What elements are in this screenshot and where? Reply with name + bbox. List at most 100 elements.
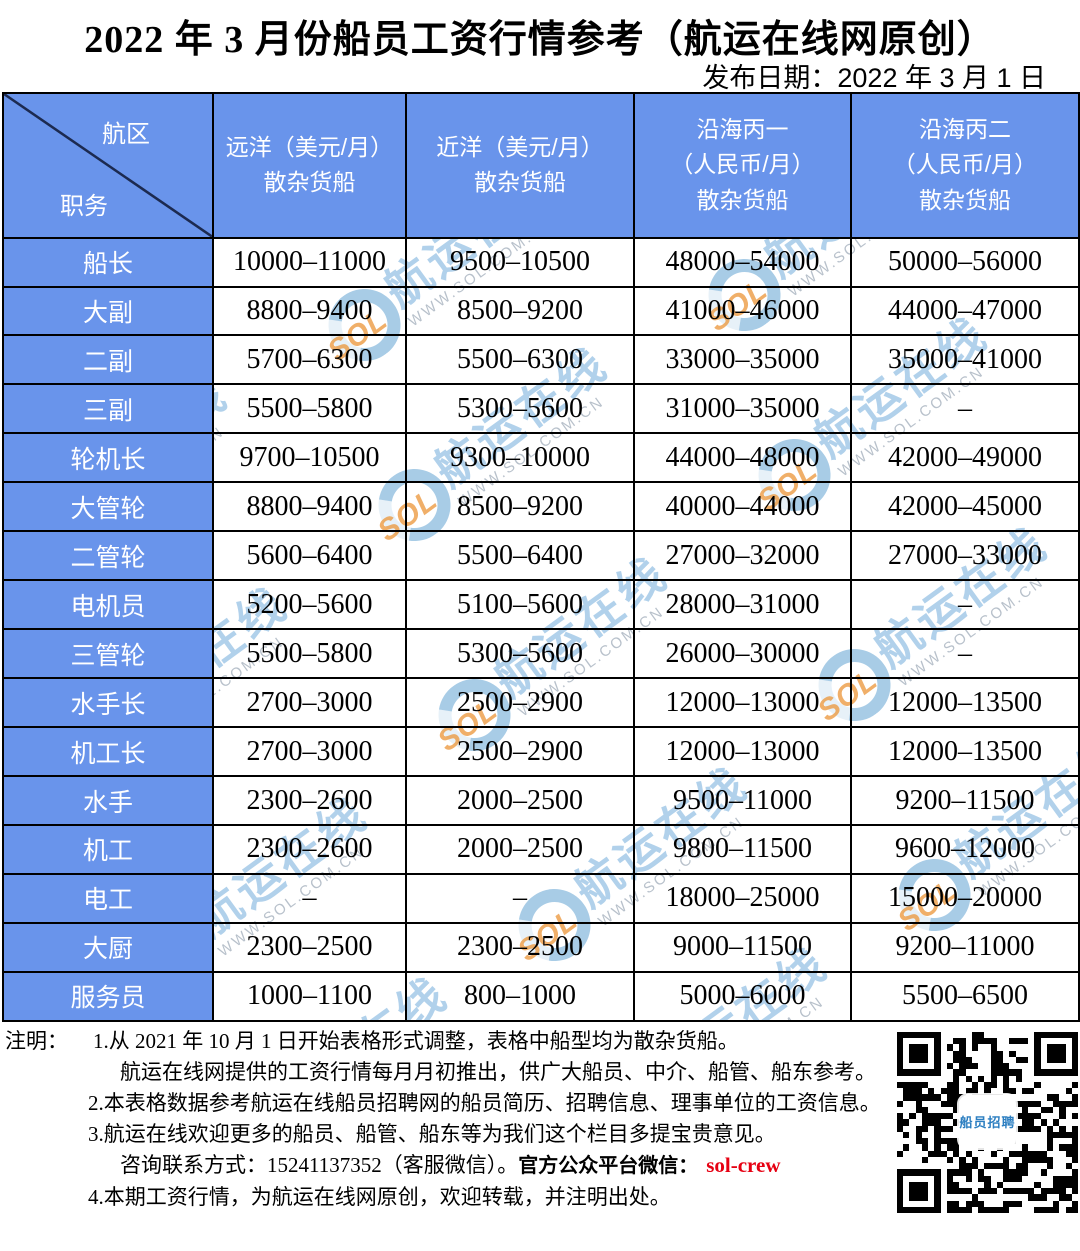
row-label: 水手长 bbox=[2, 677, 214, 729]
wage-cell: 27000–33000 bbox=[850, 530, 1080, 582]
wage-cell: 9700–10500 bbox=[212, 432, 407, 484]
wage-cell: 44000–48000 bbox=[633, 432, 852, 484]
wage-cell: 9200–11500 bbox=[850, 775, 1080, 826]
row-label: 水手 bbox=[2, 775, 214, 826]
wage-cell: 5500–6400 bbox=[405, 530, 635, 582]
wage-cell: – bbox=[212, 872, 407, 924]
wage-cell: 10000–11000 bbox=[212, 236, 407, 288]
wage-cell: 9500–11000 bbox=[633, 775, 852, 826]
wage-cell: 2700–3000 bbox=[212, 677, 407, 729]
wage-cell: 1000–1100 bbox=[212, 970, 407, 1023]
column-header-coastal-c2: 沿海丙二 （人民币/月） 散杂货船 bbox=[850, 92, 1080, 239]
contact-info: 咨询联系方式：15241137352（客服微信）。 bbox=[120, 1153, 519, 1177]
wage-cell: 5500–5800 bbox=[212, 628, 407, 680]
wage-cell: – bbox=[850, 579, 1080, 631]
note-line-1: 注明： 1.从 2021 年 10 月 1 日开始表格形式调整，表格中船型均为散… bbox=[0, 1026, 905, 1057]
table-row: 三管轮 5500–5800 5300–5600 26000–30000– bbox=[2, 628, 1080, 680]
wage-cell: 5200–5600 bbox=[212, 579, 407, 631]
row-label: 大管轮 bbox=[2, 481, 214, 533]
wage-cell: – bbox=[850, 628, 1080, 680]
header-row: 航区 职务 远洋（美元/月） 散杂货船 近洋（美元/月） 散杂货船 沿海丙一 （… bbox=[2, 92, 1080, 239]
wage-cell: 800–1000 bbox=[405, 970, 635, 1023]
row-label: 电工 bbox=[2, 872, 214, 924]
wage-cell: 8500–9200 bbox=[405, 285, 635, 337]
wage-cell: 12000–13500 bbox=[850, 726, 1080, 778]
publish-date: 发布日期：2022 年 3 月 1 日 bbox=[702, 63, 1046, 93]
wage-cell: 5600–6400 bbox=[212, 530, 407, 582]
table-row: 机工长 2700–3000 2500–2900 12000–13000 12000–13… bbox=[2, 726, 1080, 778]
table-row: 电机员 5200–5600 5100–5600 28000–31000– bbox=[2, 579, 1080, 631]
note-line-3: 3.航运在线欢迎更多的船员、船管、船东等为我们这个栏目多提宝贵意见。 bbox=[88, 1122, 776, 1146]
wage-table: SOL航运在线WWW.SOL.COM.CNSOL航运在线WWW.SOL.COM.… bbox=[2, 92, 1080, 1023]
wage-cell: – bbox=[405, 872, 635, 924]
row-label: 三管轮 bbox=[2, 628, 214, 680]
wage-cell: 9000–11500 bbox=[633, 921, 852, 973]
official-wechat-label: 官方公众平台微信： bbox=[518, 1155, 699, 1177]
wage-cell: 5300–5600 bbox=[405, 628, 635, 680]
wage-cell: 26000–30000 bbox=[633, 628, 852, 680]
wage-cell: 12000–13000 bbox=[633, 677, 852, 729]
row-label: 机工 bbox=[2, 824, 214, 875]
wage-cell: 2300–2500 bbox=[212, 921, 407, 973]
row-label: 大副 bbox=[2, 285, 214, 337]
wage-cell: 40000–44000 bbox=[633, 481, 852, 533]
qr-center-label: 船员招聘 bbox=[959, 1115, 1016, 1130]
wage-cell: – bbox=[850, 383, 1080, 435]
note-line-2: 2.本表格数据参考航运在线船员招聘网的船员简历、招聘信息、理事单位的工资信息。 bbox=[88, 1091, 881, 1115]
corner-cell: 航区 职务 bbox=[2, 92, 214, 239]
wage-cell: 9800–11500 bbox=[633, 824, 852, 875]
wage-cell: 27000–32000 bbox=[633, 530, 852, 582]
wage-cell: 2500–2900 bbox=[405, 677, 635, 729]
wage-cell: 5000–6000 bbox=[633, 970, 852, 1023]
row-label: 船长 bbox=[2, 236, 214, 288]
note-line-contact: 咨询联系方式：15241137352（客服微信）。官方公众平台微信： sol-cr… bbox=[0, 1150, 905, 1182]
notes: 注明： 1.从 2021 年 10 月 1 日开始表格形式调整，表格中船型均为散… bbox=[0, 1026, 905, 1213]
wage-cell: 2300–2600 bbox=[212, 775, 407, 826]
wage-cell: 42000–49000 bbox=[850, 432, 1080, 484]
column-header-near-sea: 近洋（美元/月） 散杂货船 bbox=[405, 92, 635, 239]
wage-cell: 8500–9200 bbox=[405, 481, 635, 533]
corner-position-label: 职务 bbox=[60, 193, 108, 220]
note-line-1b: 航运在线网提供的工资行情每月月初推出，供广大船员、中介、船管、船东参考。 bbox=[120, 1060, 876, 1084]
wage-cell: 9200–11000 bbox=[850, 921, 1080, 973]
note-1-text: 1.从 2021 年 10 月 1 日开始表格形式调整，表格中船型均为散杂货船。 bbox=[93, 1029, 739, 1053]
wage-cell: 9600–12000 bbox=[850, 824, 1080, 875]
table-row: 二管轮 5600–6400 5500–6400 27000–32000 27000–33… bbox=[2, 530, 1080, 582]
wage-cell: 15000–20000 bbox=[850, 872, 1080, 924]
table-row: 大管轮 8800–9400 8500–9200 40000–44000 42000–45… bbox=[2, 481, 1080, 533]
wage-cell: 35000–41000 bbox=[850, 334, 1080, 386]
notes-prefix: 注明： bbox=[5, 1029, 68, 1053]
wage-cell: 50000–56000 bbox=[850, 236, 1080, 288]
wage-cell: 31000–35000 bbox=[633, 383, 852, 435]
wage-cell: 2300–2600 bbox=[212, 824, 407, 875]
column-header-coastal-c1: 沿海丙一 （人民币/月） 散杂货船 bbox=[633, 92, 852, 239]
wage-cell: 42000–45000 bbox=[850, 481, 1080, 533]
row-label: 电机员 bbox=[2, 579, 214, 631]
table-row: 轮机长 9700–10500 9300–10000 44000–48000 42000–… bbox=[2, 432, 1080, 484]
wage-cell: 12000–13000 bbox=[633, 726, 852, 778]
wage-cell: 5500–6300 bbox=[405, 334, 635, 386]
table-row: 大副 8800–9400 8500–9200 41000–46000 44000–470… bbox=[2, 285, 1080, 337]
wage-cell: 2000–2500 bbox=[405, 824, 635, 875]
table-row: 水手 2300–2600 2000–2500 9500–11000 9200–11500 bbox=[2, 775, 1080, 826]
wage-cell: 44000–47000 bbox=[850, 285, 1080, 337]
wage-cell: 33000–35000 bbox=[633, 334, 852, 386]
table-row: 三副 5500–5800 5300–5600 31000–35000– bbox=[2, 383, 1080, 435]
row-label: 三副 bbox=[2, 383, 214, 435]
wage-cell: 48000–54000 bbox=[633, 236, 852, 288]
wage-cell: 9300–10000 bbox=[405, 432, 635, 484]
wage-cell: 2700–3000 bbox=[212, 726, 407, 778]
wage-cell: 9500–10500 bbox=[405, 236, 635, 288]
page-title: 2022 年 3 月份船员工资行情参考（航运在线网原创） bbox=[84, 19, 996, 61]
table-row: 电工 – –18000–25000 15000–20000 bbox=[2, 872, 1080, 924]
corner-region-label: 航区 bbox=[102, 121, 150, 148]
table-row: 大厨 2300–2500 2300–2500 9000–11500 9200–11000 bbox=[2, 921, 1080, 973]
qr-center-logo: 船员招聘 bbox=[959, 1095, 1016, 1148]
table-row: 二副 5700–6300 5500–6300 33000–35000 35000–410… bbox=[2, 334, 1080, 386]
note-line-4: 4.本期工资行情，为航运在线网原创，欢迎转载，并注明出处。 bbox=[88, 1185, 671, 1209]
qr-code: 船员招聘 bbox=[897, 1032, 1078, 1213]
row-label: 二管轮 bbox=[2, 530, 214, 582]
table-row: 机工 2300–2600 2000–2500 9800–11500 9600–12000 bbox=[2, 824, 1080, 875]
wage-cell: 2300–2500 bbox=[405, 921, 635, 973]
column-header-ocean-going: 远洋（美元/月） 散杂货船 bbox=[212, 92, 407, 239]
